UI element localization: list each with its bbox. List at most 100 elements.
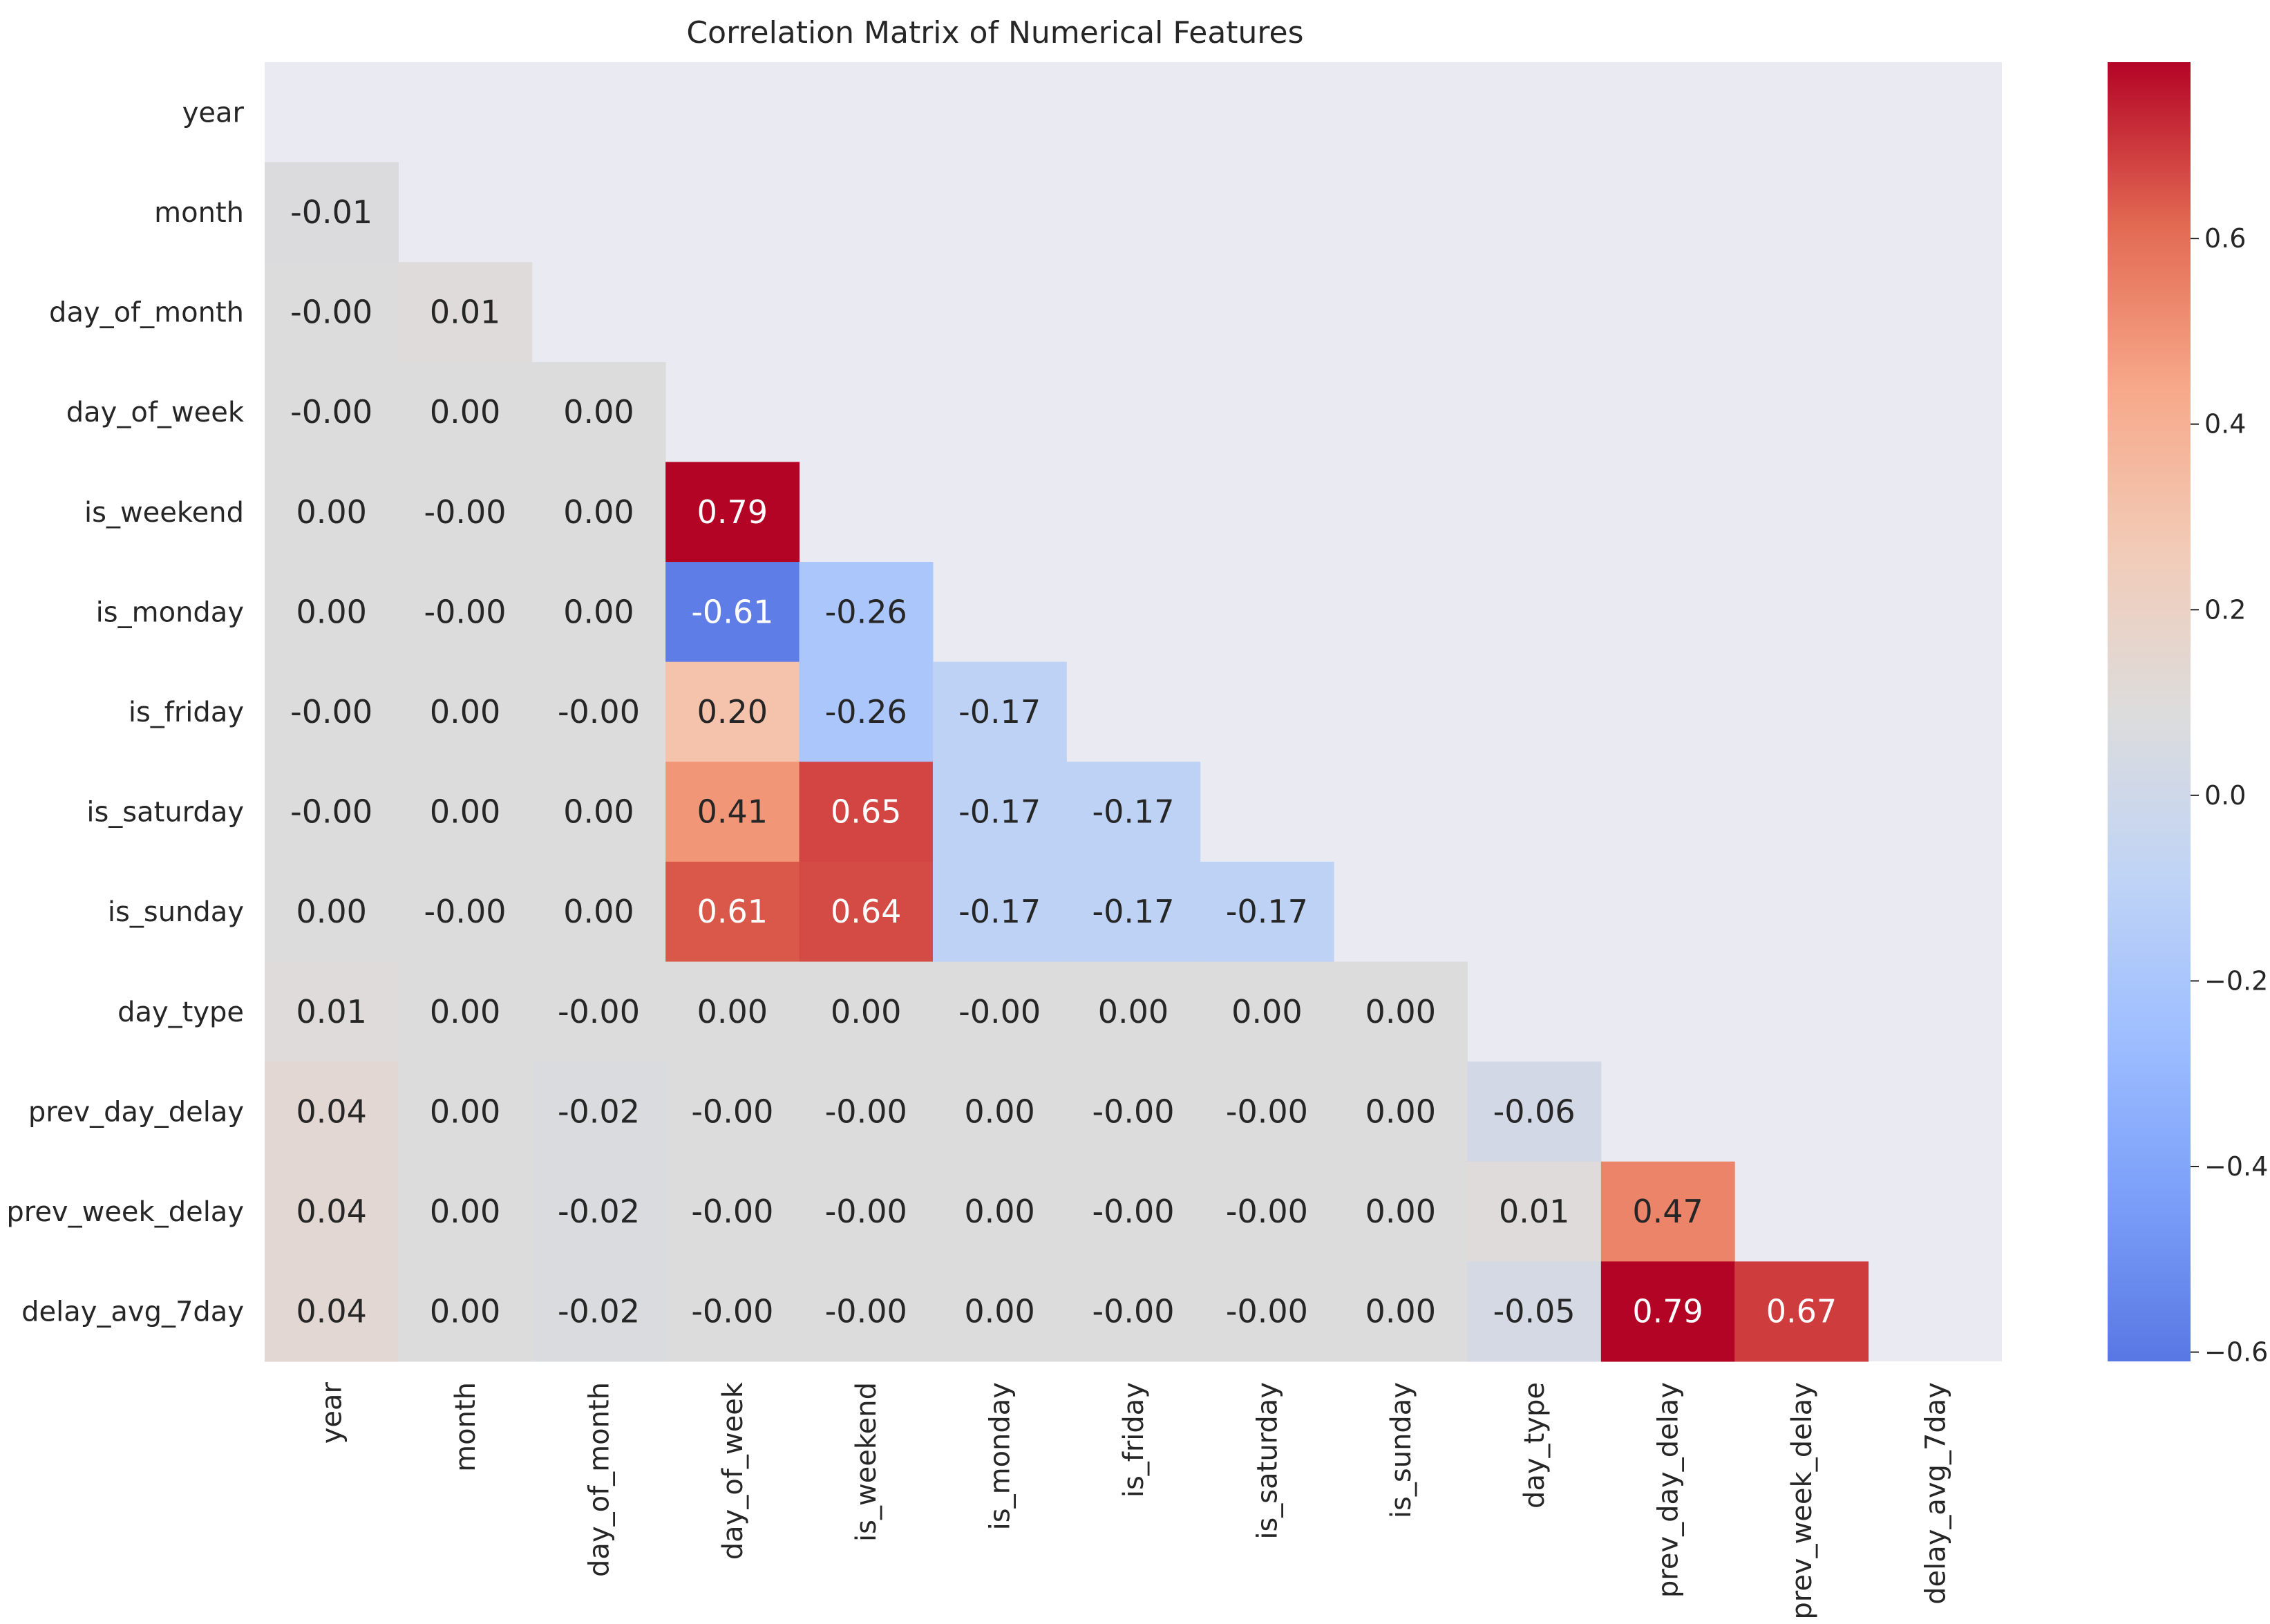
heatmap-cell-label-8-1: -0.00 — [424, 893, 507, 930]
y-tick-label-day_of_week: day_of_week — [66, 397, 245, 428]
heatmap-cell-label-4-0: 0.00 — [296, 493, 366, 531]
colorbar-tick-label-6: −0.6 — [2204, 1337, 2268, 1368]
heatmap-cell-label-11-0: 0.04 — [296, 1193, 366, 1230]
heatmap-cell-label-10-6: -0.00 — [1092, 1093, 1174, 1130]
heatmap-cell-label-8-2: 0.00 — [563, 893, 634, 930]
heatmap-cell-12-0 — [265, 1261, 399, 1362]
heatmap-cell-label-8-6: -0.17 — [1092, 893, 1174, 930]
heatmap-cell-label-12-0: 0.04 — [296, 1293, 366, 1330]
heatmap-cell-label-7-0: -0.00 — [290, 793, 372, 831]
heatmap-cell-10-1 — [398, 1061, 533, 1162]
heatmap-cell-label-12-4: -0.00 — [825, 1293, 907, 1330]
heatmap-cell-11-3 — [665, 1161, 800, 1262]
heatmap-cell-label-3-2: 0.00 — [563, 393, 634, 431]
heatmap-cell-label-11-4: -0.00 — [825, 1193, 907, 1230]
heatmap-cell-label-7-2: 0.00 — [563, 793, 634, 831]
heatmap-cell-8-1 — [398, 861, 533, 963]
heatmap-cell-9-6 — [1066, 961, 1201, 1062]
colorbar-tick-label-2: 0.2 — [2204, 594, 2246, 625]
heatmap-cell-7-4 — [799, 762, 934, 862]
heatmap-cell-label-4-3: 0.79 — [697, 493, 768, 531]
heatmap-cell-label-9-0: 0.01 — [296, 993, 366, 1030]
heatmap-cell-label-12-1: 0.00 — [430, 1293, 500, 1330]
heatmap-cell-11-5 — [932, 1161, 1067, 1262]
heatmap-cell-10-8 — [1334, 1061, 1468, 1162]
y-tick-label-prev_week_delay: prev_week_delay — [6, 1196, 244, 1228]
heatmap-cell-label-10-7: -0.00 — [1226, 1093, 1308, 1130]
heatmap-cell-10-3 — [665, 1061, 800, 1162]
heatmap-cell-label-6-5: -0.17 — [958, 693, 1041, 730]
heatmap-cell-12-4 — [799, 1261, 934, 1362]
heatmap-cell-label-7-6: -0.17 — [1092, 793, 1174, 831]
heatmap-cell-1-0 — [265, 162, 399, 263]
heatmap-cell-12-8 — [1334, 1261, 1468, 1362]
heatmap-cell-9-0 — [265, 961, 399, 1062]
x-tick-label-is_sunday: is_sunday — [1385, 1382, 1417, 1518]
heatmap-cell-9-5 — [932, 961, 1067, 1062]
heatmap-cell-label-5-3: -0.61 — [691, 593, 773, 630]
heatmap-cell-4-0 — [265, 462, 399, 563]
heatmap-cell-3-0 — [265, 361, 399, 462]
heatmap-cell-label-6-4: -0.26 — [825, 693, 907, 730]
heatmap-cell-10-9 — [1467, 1061, 1602, 1162]
heatmap-cell-label-2-1: 0.01 — [430, 294, 500, 331]
heatmap-cell-10-2 — [531, 1061, 666, 1162]
y-tick-label-delay_avg_7day: delay_avg_7day — [21, 1296, 244, 1328]
heatmap-cell-10-0 — [265, 1061, 399, 1162]
heatmap-cell-label-10-1: 0.00 — [430, 1093, 500, 1130]
chart-title: Correlation Matrix of Numerical Features — [686, 15, 1303, 50]
heatmap-cell-label-9-7: 0.00 — [1231, 993, 1302, 1030]
heatmap-cell-label-4-1: -0.00 — [424, 493, 507, 531]
heatmap-cell-label-7-4: 0.65 — [831, 793, 901, 831]
heatmap-cell-8-7 — [1200, 861, 1334, 963]
x-tick-label-month: month — [450, 1382, 482, 1472]
heatmap-cell-label-5-2: 0.00 — [563, 593, 634, 630]
heatmap-cell-11-2 — [531, 1161, 666, 1262]
heatmap-cell-label-9-6: 0.00 — [1098, 993, 1169, 1030]
heatmap-cell-7-0 — [265, 762, 399, 862]
y-tick-label-is_friday: is_friday — [129, 697, 244, 728]
heatmap-cell-label-6-1: 0.00 — [430, 693, 500, 730]
heatmap-cell-4-2 — [531, 462, 666, 563]
heatmap-cell-label-12-2: -0.02 — [558, 1293, 640, 1330]
heatmap-cell-11-0 — [265, 1161, 399, 1262]
heatmap-cell-label-7-3: 0.41 — [697, 793, 768, 831]
x-tick-labels: year month day_of_month day_of_week is_weeke… — [316, 1381, 1952, 1619]
heatmap-cell-8-3 — [665, 861, 800, 963]
heatmap-cell-label-11-2: -0.02 — [558, 1193, 640, 1230]
heatmap-cell-11-9 — [1467, 1161, 1602, 1262]
heatmap-cell-label-8-7: -0.17 — [1226, 893, 1308, 930]
heatmap-cell-9-7 — [1200, 961, 1334, 1062]
heatmap-cell-label-4-2: 0.00 — [563, 493, 634, 531]
colorbar-tick-label-1: 0.4 — [2204, 409, 2246, 440]
heatmap-cell-label-9-5: -0.00 — [958, 993, 1041, 1030]
heatmap-cell-10-6 — [1066, 1061, 1201, 1162]
heatmap-cell-label-10-4: -0.00 — [825, 1093, 907, 1130]
heatmap-cell-11-7 — [1200, 1161, 1334, 1262]
x-tick-label-delay_avg_7day: delay_avg_7day — [1920, 1382, 1951, 1605]
heatmap-cell-label-9-4: 0.00 — [831, 993, 901, 1030]
heatmap-cell-7-1 — [398, 762, 533, 862]
heatmap-cell-7-6 — [1066, 762, 1201, 862]
x-tick-label-day_type: day_type — [1519, 1382, 1551, 1509]
heatmap-cell-6-5 — [932, 661, 1067, 762]
y-tick-label-month: month — [154, 197, 244, 229]
heatmap-cell-label-7-5: -0.17 — [958, 793, 1041, 831]
heatmap-cell-label-10-9: -0.06 — [1493, 1093, 1576, 1130]
heatmap-cell-11-8 — [1334, 1161, 1468, 1262]
colorbar-tick-label-0: 0.6 — [2204, 223, 2246, 254]
heatmap-cell-4-1 — [398, 462, 533, 563]
heatmap-cell-12-3 — [665, 1261, 800, 1362]
heatmap-cell-label-12-3: -0.00 — [691, 1293, 773, 1330]
heatmap-cell-label-10-0: 0.04 — [296, 1093, 366, 1130]
heatmap-cell-label-9-3: 0.00 — [697, 993, 768, 1030]
heatmap-cell-12-11 — [1734, 1261, 1869, 1362]
heatmap-cell-8-6 — [1066, 861, 1201, 963]
colorbar — [2108, 62, 2191, 1361]
heatmap-cell-label-11-3: -0.00 — [691, 1193, 773, 1230]
heatmap-cell-9-8 — [1334, 961, 1468, 1062]
heatmap-cell-6-3 — [665, 661, 800, 762]
heatmap-cell-10-5 — [932, 1061, 1067, 1162]
heatmap-cell-label-10-5: 0.00 — [964, 1093, 1034, 1130]
heatmap-cell-11-4 — [799, 1161, 934, 1262]
